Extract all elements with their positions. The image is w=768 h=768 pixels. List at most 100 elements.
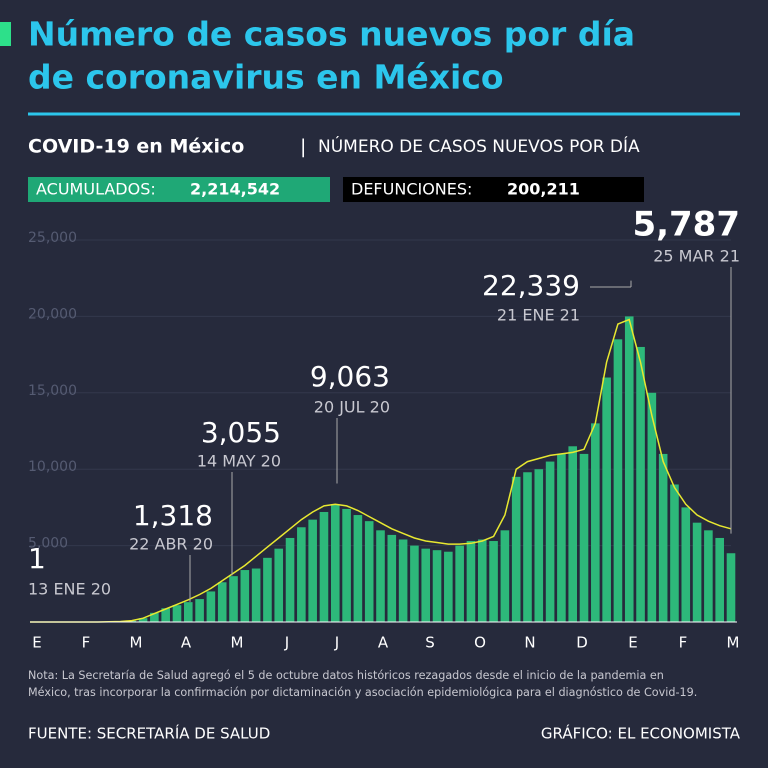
bar <box>523 472 532 622</box>
annotation-date: 21 ENE 21 <box>497 306 580 325</box>
bar <box>613 339 623 622</box>
bar <box>376 530 385 622</box>
annotation-value: 22,339 <box>482 269 580 302</box>
x-tick-label: E <box>628 634 637 652</box>
y-tick-label: 25,000 <box>28 230 77 246</box>
trend-line <box>30 318 732 623</box>
annotation-value: 9,063 <box>310 360 390 393</box>
bar <box>579 453 589 622</box>
bar <box>489 541 498 622</box>
bar <box>308 519 317 622</box>
y-tick-label: 5,000 <box>28 536 68 552</box>
y-tick-label: 20,000 <box>28 306 77 322</box>
x-tick-label: M <box>231 634 244 652</box>
annotation-value: 5,787 <box>632 205 740 245</box>
bar <box>353 515 363 622</box>
x-tick-label: O <box>474 634 486 652</box>
bar <box>161 608 170 622</box>
y-tick-label: 15,000 <box>28 383 77 399</box>
x-tick-label: D <box>576 634 588 652</box>
bar <box>726 553 736 622</box>
bar <box>624 316 634 622</box>
bar <box>364 521 374 622</box>
annotation-value: 1,318 <box>133 499 213 532</box>
separator: | <box>300 136 306 158</box>
note: Nota: La Secretaría de Salud agregó el 5… <box>28 669 664 682</box>
bar <box>692 522 702 622</box>
bar <box>545 461 555 622</box>
bar <box>183 602 193 622</box>
x-tick-label: M <box>727 634 740 652</box>
bar <box>511 476 521 622</box>
annotation-date: 20 JUL 20 <box>314 398 390 417</box>
x-tick-label: M <box>130 634 143 652</box>
credit: GRÁFICO: EL ECONOMISTA <box>541 724 741 743</box>
source: FUENTE: SECRETARÍA DE SALUD <box>28 724 270 743</box>
deaths-label: DEFUNCIONES: <box>351 180 472 199</box>
bar <box>715 537 724 622</box>
deaths-box <box>343 177 644 202</box>
bar <box>568 446 578 622</box>
accum-box <box>28 177 330 202</box>
x-tick-label: J <box>334 634 339 652</box>
bar <box>206 591 216 622</box>
annotation-date: 13 ENE 20 <box>28 580 111 599</box>
bar <box>647 392 657 622</box>
bar <box>285 537 295 622</box>
bar <box>195 599 204 622</box>
bar <box>636 346 645 622</box>
bar <box>591 423 600 622</box>
bar <box>319 511 329 622</box>
subtitle: COVID-19 en México <box>28 136 244 158</box>
bar <box>229 576 238 622</box>
note: México, tras incorporar la confirmación … <box>28 686 697 699</box>
bar <box>274 548 284 622</box>
bar <box>432 550 442 622</box>
bar <box>127 620 137 622</box>
x-tick-label: A <box>181 634 192 652</box>
x-tick-label: S <box>425 634 435 652</box>
bar <box>658 453 668 622</box>
x-tick-label: J <box>284 634 289 652</box>
bar <box>670 484 679 622</box>
annotation-date: 25 MAR 21 <box>653 247 740 266</box>
deaths-value: 200,211 <box>507 180 580 199</box>
bar <box>602 377 611 622</box>
x-tick-label: A <box>378 634 389 652</box>
accent <box>0 22 11 46</box>
x-tick-label: N <box>524 634 535 652</box>
annotation-date: 22 ABR 20 <box>129 535 213 554</box>
title: de coronavirus en México <box>28 58 504 97</box>
bar <box>138 618 148 622</box>
accum-value: 2,214,542 <box>190 180 280 199</box>
x-tick-label: F <box>82 634 91 652</box>
bar <box>421 548 431 622</box>
bar <box>466 541 476 622</box>
bar <box>342 508 351 622</box>
bar <box>251 568 261 622</box>
accum-label: ACUMULADOS: <box>36 180 156 199</box>
bar <box>240 570 250 622</box>
bar <box>330 504 340 622</box>
bar <box>500 530 510 622</box>
bar <box>398 539 408 622</box>
x-tick-label: E <box>32 634 41 652</box>
bar <box>444 551 453 622</box>
bar <box>410 545 419 622</box>
bar <box>455 545 464 622</box>
bar <box>704 530 713 622</box>
bar <box>263 557 272 622</box>
annotation-date: 14 MAY 20 <box>197 452 281 471</box>
bar <box>150 612 159 622</box>
subtitle: NÚMERO DE CASOS NUEVOS POR DÍA <box>318 135 640 157</box>
bar <box>534 469 544 622</box>
bar <box>172 605 182 622</box>
bar <box>387 534 397 622</box>
bar <box>217 582 227 622</box>
bar <box>297 527 306 622</box>
title: Número de casos nuevos por día <box>28 15 635 54</box>
bar <box>681 507 691 622</box>
bar <box>557 453 566 622</box>
bar <box>477 539 487 622</box>
x-tick-label: F <box>679 634 688 652</box>
